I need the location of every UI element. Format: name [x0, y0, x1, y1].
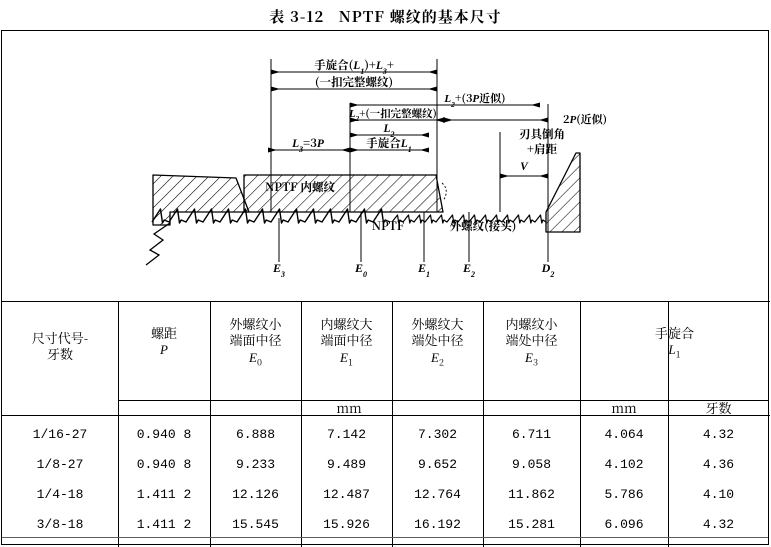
svg-text:V: V — [520, 161, 529, 173]
svg-text:NPTF 内螺纹: NPTF 内螺纹 — [265, 179, 335, 195]
svg-text:刃具倒角: 刃具倒角 — [519, 126, 565, 142]
svg-text:E0: E0 — [354, 261, 367, 279]
svg-text:E3: E3 — [272, 261, 285, 279]
svg-text:L3=3P: L3=3P — [291, 135, 325, 154]
svg-text:2P(近似): 2P(近似) — [563, 111, 607, 127]
svg-text:L2+(3P近似): L2+(3P近似) — [443, 90, 505, 109]
svg-text:手旋合(L1)+L3+: 手旋合(L1)+L3+ — [314, 57, 394, 76]
svg-text:手旋合L1: 手旋合L1 — [366, 135, 412, 154]
svg-text:L2+(一扣完整螺纹): L2+(一扣完整螺纹) — [348, 106, 437, 123]
svg-text:D2: D2 — [541, 261, 555, 279]
svg-text:E1: E1 — [417, 261, 430, 279]
svg-text:+肩距: +肩距 — [527, 141, 557, 157]
svg-text:(一扣完整螺纹): (一扣完整螺纹) — [315, 74, 393, 90]
svg-text:外螺纹(接头): 外螺纹(接头) — [450, 218, 517, 234]
svg-text:E2: E2 — [462, 261, 475, 279]
svg-text:NPTF: NPTF — [372, 218, 405, 234]
